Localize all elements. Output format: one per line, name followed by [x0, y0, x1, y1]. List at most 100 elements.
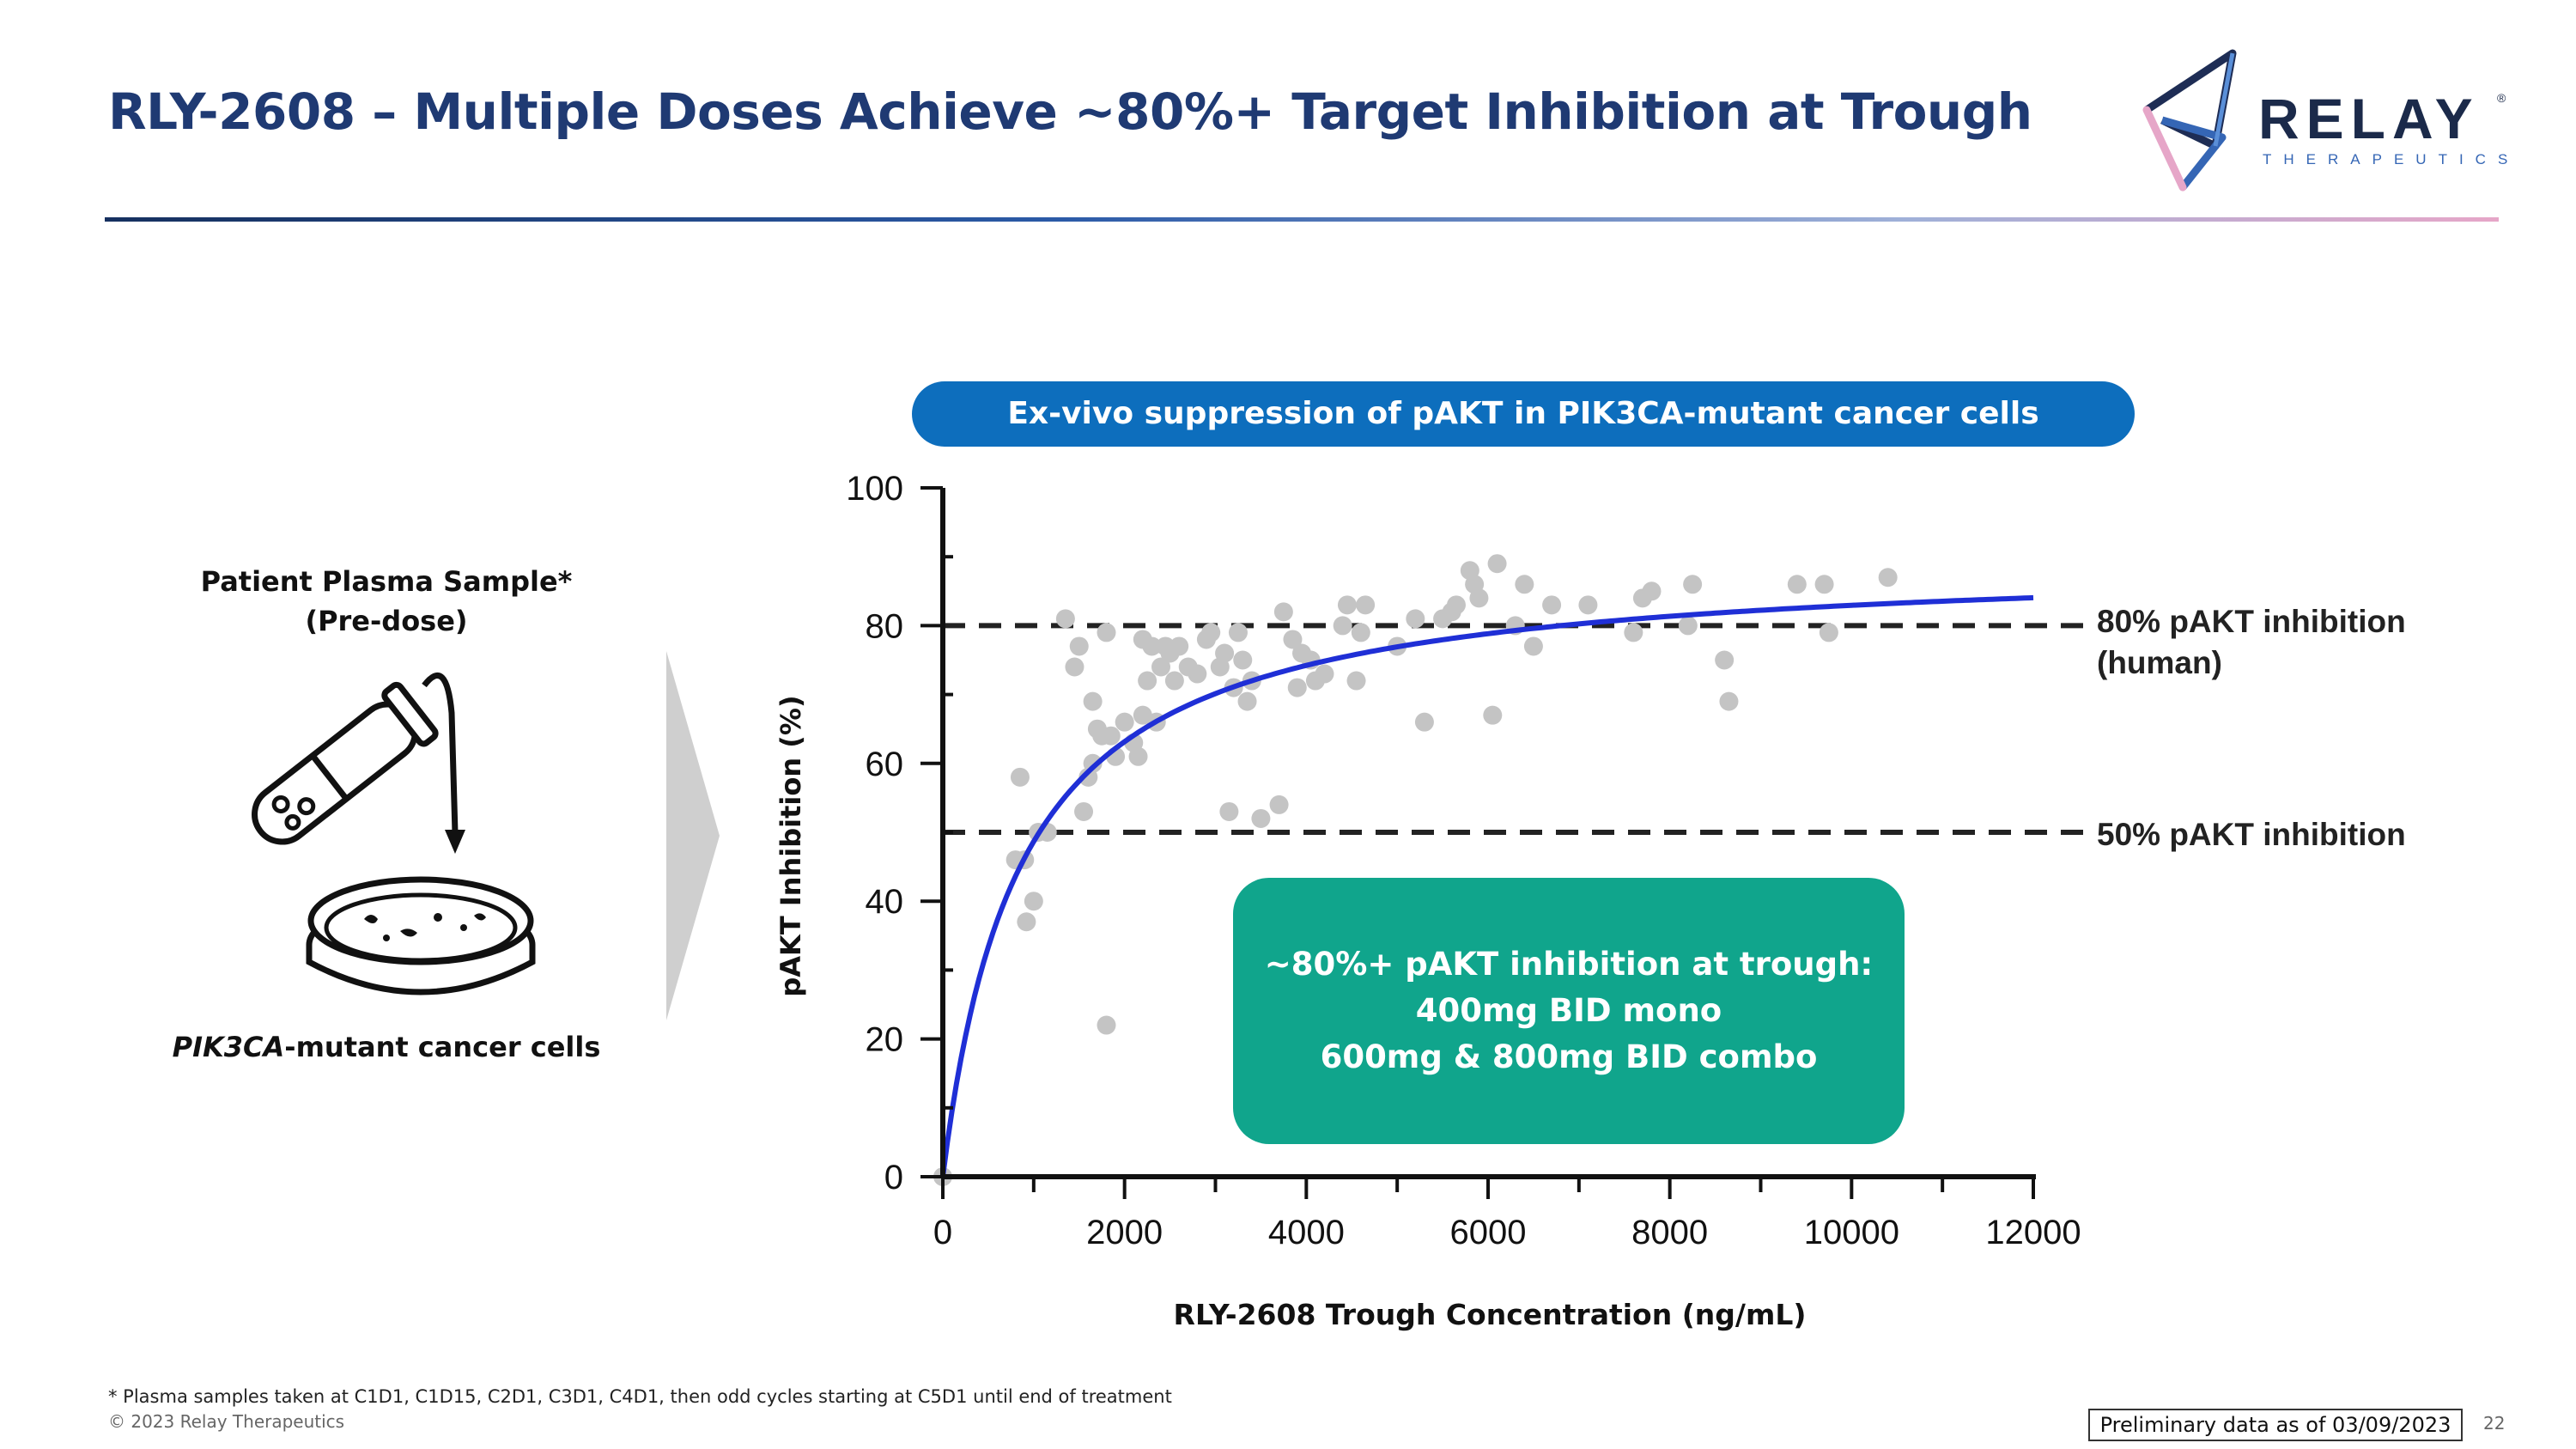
data-point	[1128, 746, 1148, 766]
cancer-cells-rest: -mutant cancer cells	[284, 1031, 601, 1063]
data-point	[1469, 588, 1489, 608]
logo-wordmark: RELAY	[2258, 87, 2480, 150]
data-point	[1414, 712, 1434, 732]
data-point	[1683, 575, 1703, 594]
data-point	[1010, 767, 1030, 787]
data-point	[1083, 691, 1103, 711]
data-point	[1624, 623, 1643, 642]
data-point	[1097, 623, 1116, 642]
petri-dish-icon	[306, 876, 536, 995]
data-point	[1787, 575, 1807, 594]
preliminary-data-note: Preliminary data as of 03/09/2023	[2088, 1409, 2463, 1441]
data-point	[1151, 657, 1170, 677]
data-point	[1115, 712, 1134, 732]
relay-logo: RELAY ® THERAPEUTICS	[2129, 43, 2507, 198]
y-tick-label: 60	[866, 746, 904, 783]
slide-title: RLY-2608 – Multiple Doses Achieve ~80%+ …	[108, 82, 2032, 141]
relay-logo-mark-icon	[2142, 49, 2237, 192]
data-point	[1542, 595, 1562, 615]
ref-label-80-line2: (human)	[2097, 645, 2222, 680]
data-point	[1188, 664, 1207, 684]
data-point	[1251, 808, 1271, 828]
data-point	[1215, 643, 1235, 663]
ref-label-80-line1: 80% pAKT inhibition	[2097, 604, 2406, 639]
footnote: * Plasma samples taken at C1D1, C1D15, C…	[108, 1386, 1172, 1407]
process-chevron-icon	[666, 651, 720, 1020]
fit-curve	[940, 594, 2034, 1178]
data-point	[1878, 568, 1898, 588]
data-point	[1446, 595, 1466, 615]
data-point	[1097, 1015, 1116, 1035]
data-point	[1351, 623, 1370, 642]
ref-label-80: 80% pAKT inhibition (human)	[2097, 601, 2406, 684]
x-tick-label: 4000	[1268, 1214, 1345, 1251]
data-point	[1678, 616, 1698, 636]
data-point	[1487, 554, 1507, 574]
data-point	[1333, 616, 1352, 636]
y-tick-label: 40	[866, 883, 904, 921]
data-point	[1269, 795, 1289, 814]
data-point	[1055, 609, 1075, 629]
data-point	[1287, 678, 1307, 697]
cancer-cells-label: PIK3CA-mutant cancer cells	[172, 1027, 601, 1067]
data-point	[1337, 595, 1357, 615]
data-point	[1814, 575, 1834, 594]
data-point	[1074, 801, 1094, 821]
y-axis-title: pAKT Inhibition (%)	[775, 695, 807, 996]
data-point	[1024, 892, 1043, 911]
title-divider	[105, 217, 2499, 222]
data-point	[1017, 912, 1036, 932]
y-tick-label: 100	[846, 470, 903, 508]
data-point	[1219, 801, 1239, 821]
y-tick-label: 80	[866, 607, 904, 645]
data-point	[1170, 636, 1189, 656]
data-point	[1101, 726, 1121, 746]
data-point	[1142, 636, 1162, 656]
data-point	[1065, 657, 1084, 677]
callout-line2: 400mg BID mono	[1415, 992, 1722, 1029]
data-point	[1283, 630, 1303, 649]
chart-banner: Ex-vivo suppression of pAKT in PIK3CA-mu…	[912, 381, 2135, 447]
data-point	[1483, 705, 1503, 725]
plasma-sample-label: Patient Plasma Sample* (Pre-dose)	[172, 562, 601, 641]
data-point	[1083, 753, 1103, 773]
data-point	[1233, 650, 1253, 670]
data-point	[1346, 671, 1366, 691]
callout-line3: 600mg & 800mg BID combo	[1320, 1038, 1818, 1075]
copyright: © 2023 Relay Therapeutics	[108, 1411, 345, 1432]
callout-line1: ~80%+ pAKT inhibition at trough:	[1264, 946, 1874, 983]
data-point	[1578, 595, 1598, 615]
data-point	[1406, 609, 1425, 629]
logo-registered-mark: ®	[2497, 91, 2506, 105]
data-point	[1069, 636, 1089, 656]
y-tick-label: 0	[884, 1159, 903, 1196]
cancer-cells-gene: PIK3CA	[172, 1031, 285, 1063]
data-point	[1719, 691, 1739, 711]
data-point	[1515, 575, 1534, 594]
data-point	[1642, 581, 1662, 601]
trough-callout: ~80%+ pAKT inhibition at trough: 400mg B…	[1233, 878, 1905, 1144]
data-point	[1237, 691, 1257, 711]
logo-subtitle: THERAPEUTICS	[2263, 151, 2520, 167]
y-tick-label: 20	[866, 1021, 904, 1059]
x-tick-label: 12000	[1985, 1214, 2081, 1251]
x-tick-label: 2000	[1086, 1214, 1163, 1251]
data-point	[1164, 671, 1184, 691]
x-tick-label: 8000	[1631, 1214, 1708, 1251]
x-tick-label: 0	[933, 1214, 952, 1251]
data-point	[1356, 595, 1376, 615]
data-point	[1273, 602, 1293, 622]
ref-label-50: 50% pAKT inhibition	[2097, 817, 2406, 852]
data-point	[1228, 623, 1248, 642]
x-tick-label: 6000	[1450, 1214, 1527, 1251]
pour-arrow-icon	[422, 673, 465, 854]
data-point	[1138, 671, 1157, 691]
plasma-sample-line2: (Pre-dose)	[305, 605, 468, 637]
data-point	[1201, 623, 1221, 642]
x-axis-title: RLY-2608 Trough Concentration (ng/mL)	[1174, 1298, 1807, 1331]
x-tick-label: 10000	[1804, 1214, 1899, 1251]
data-point	[1715, 650, 1735, 670]
plasma-sample-line1: Patient Plasma Sample*	[200, 565, 573, 598]
page-number: 22	[2483, 1413, 2506, 1434]
